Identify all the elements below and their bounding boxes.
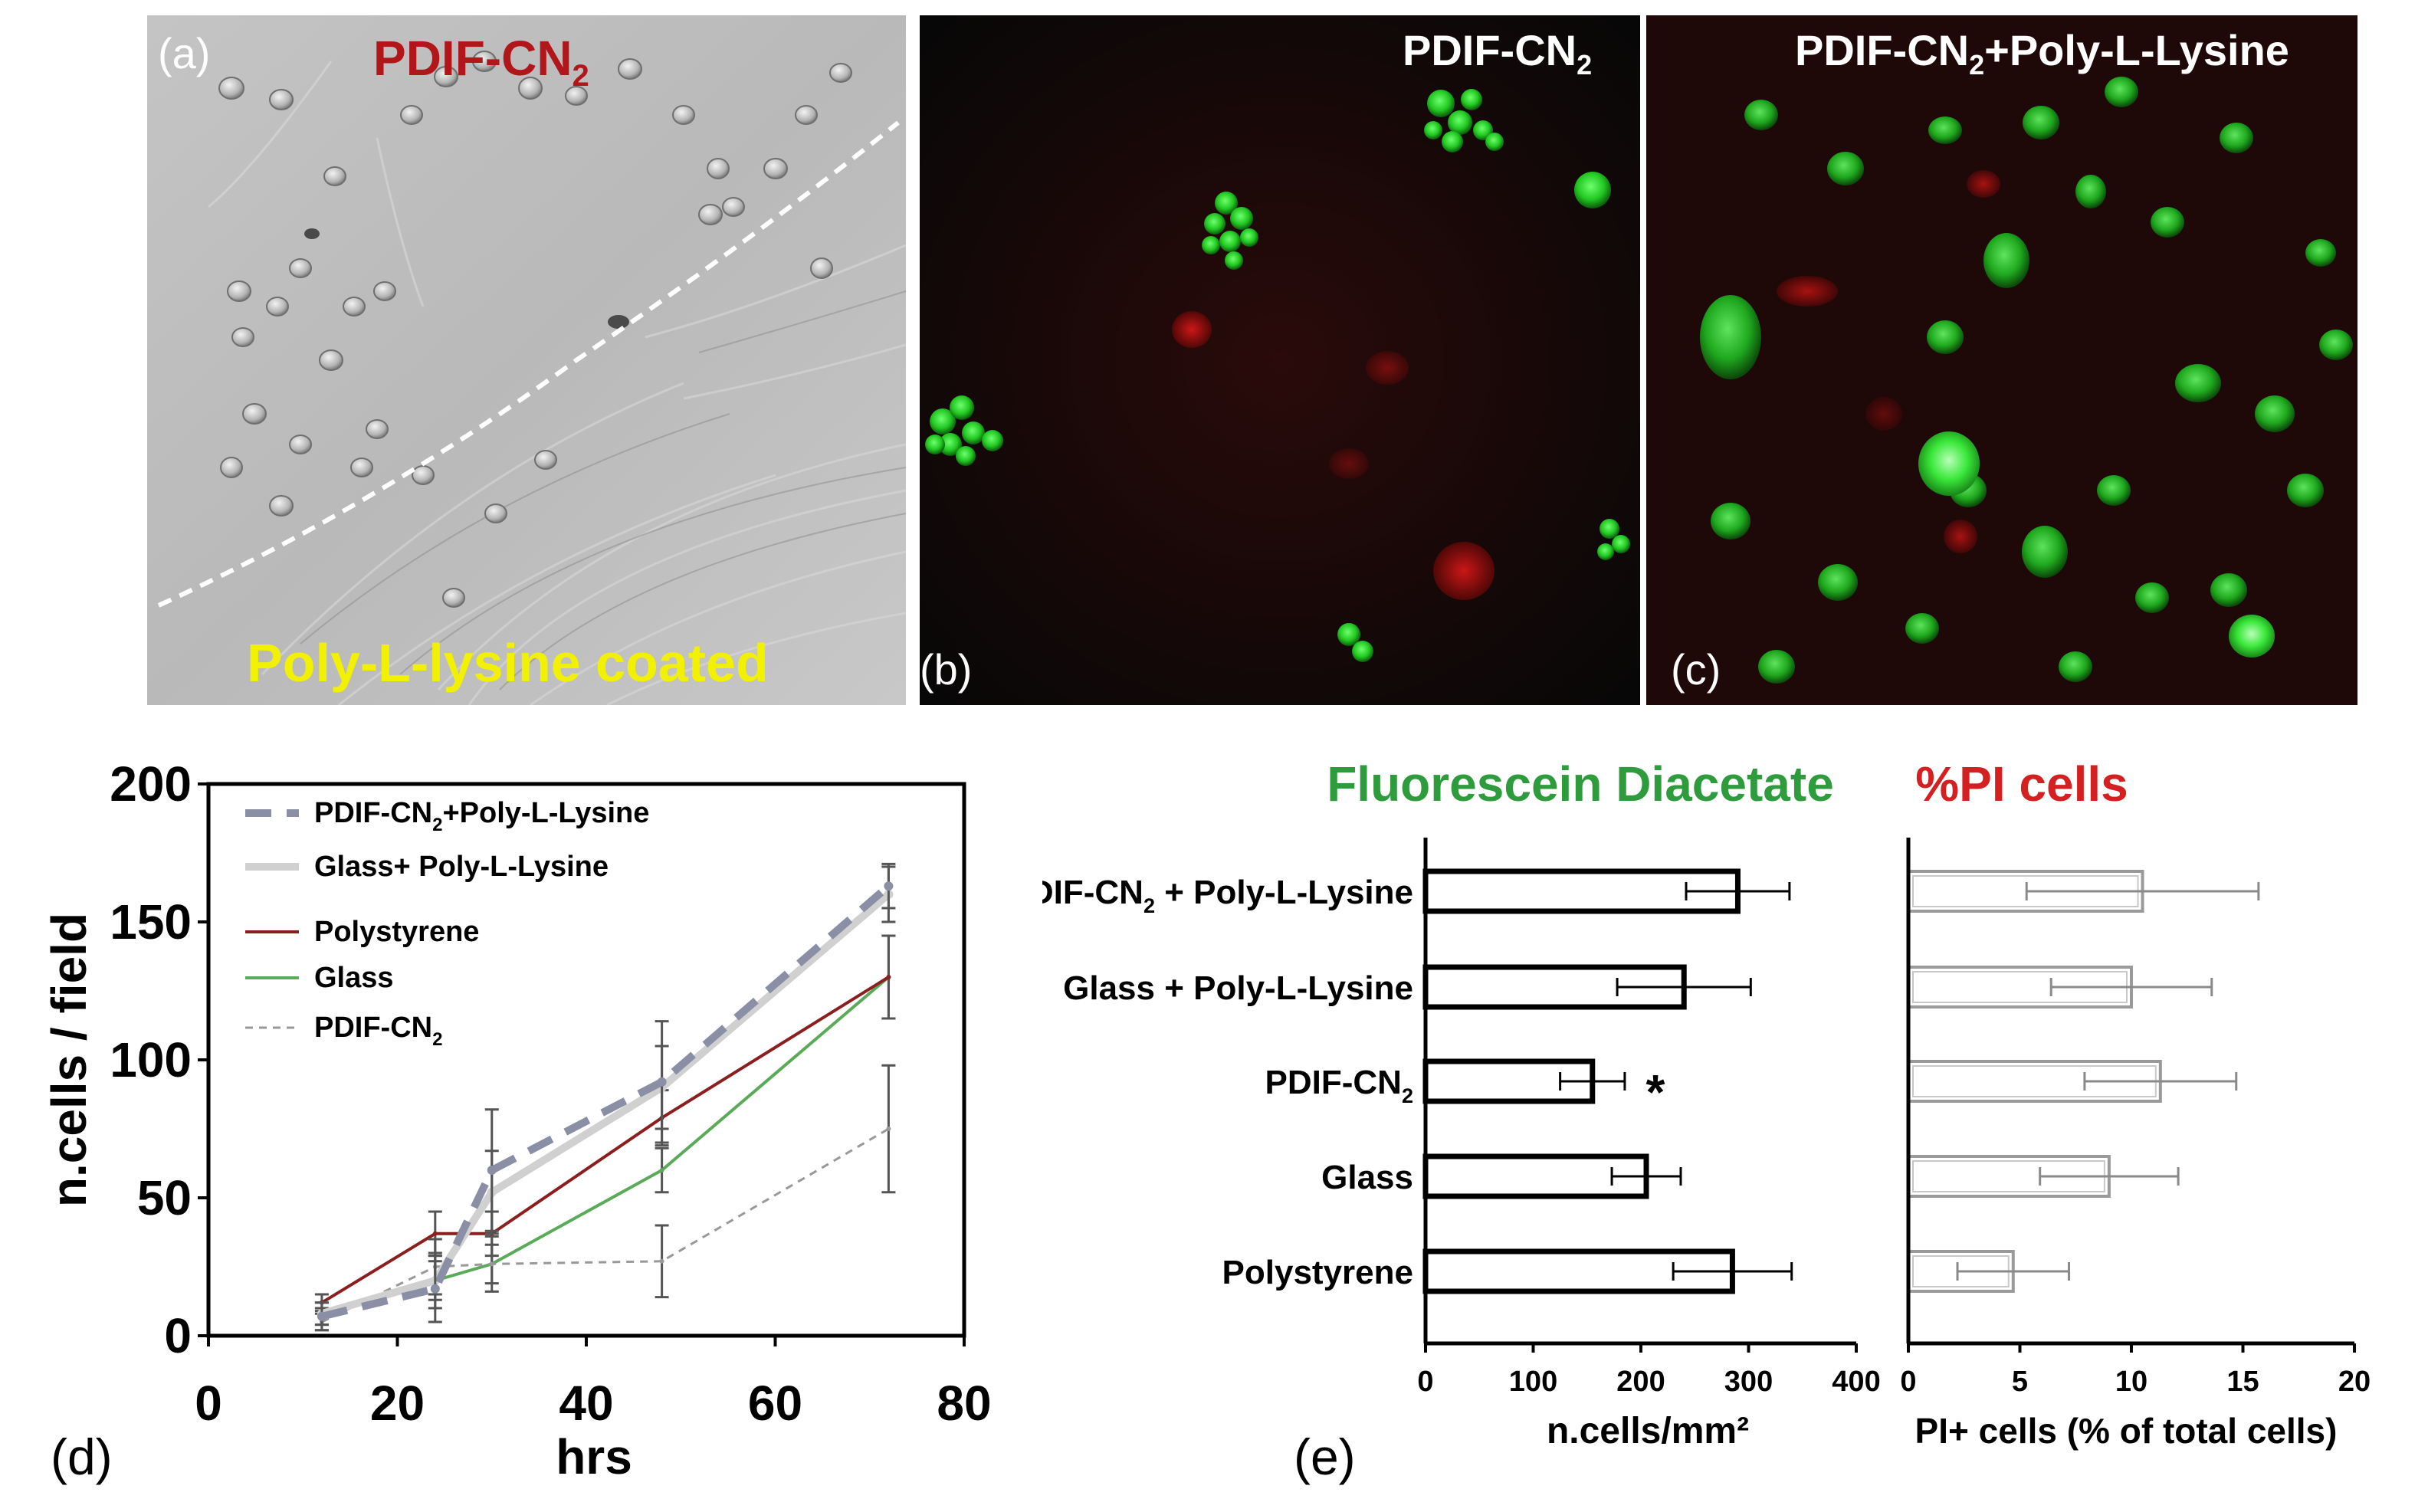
x-tick-label: 200 [1616, 1366, 1665, 1398]
panel-b-title-text: PDIF-CN [1403, 26, 1577, 74]
panel-c-title-text-pre: PDIF-CN [1795, 26, 1970, 74]
panel-e-letter: (e) [1294, 1428, 1356, 1485]
growth-line-chart: 0 20 40 60 80 0 50 100 150 200 hrs n.cells / field P… [41, 756, 992, 1484]
significance-marker: * [1645, 1064, 1665, 1120]
fluorescence-image-c [1646, 15, 2357, 705]
data-point [430, 1284, 440, 1294]
y-tick-label: 100 [110, 1032, 192, 1087]
x-tick-label: 15 [2226, 1366, 2259, 1398]
panel-a-bottom-label: Poly-L-lysine coated [247, 633, 769, 693]
panel-b-title-subscript: 2 [1577, 49, 1593, 81]
x-axis-label-pi: PI+ cells (% of total cells) [1915, 1411, 2338, 1451]
chart-title-pi: %PI cells [1915, 756, 2128, 812]
panel-c-title: PDIF-CN2+Poly-L-Lysine [1795, 29, 2289, 79]
x-tick-label: 0 [1900, 1366, 1916, 1398]
y-tick-label: 50 [137, 1170, 192, 1225]
panel-a-micrograph: (a) PDIF-CN2 Poly-L-lysine coated [147, 15, 906, 705]
legend-label: PDIF-CN2+Poly-L-Lysine [314, 797, 649, 835]
x-tick-label: 300 [1724, 1366, 1773, 1398]
series-line [320, 883, 891, 1320]
legend-label: Glass+ Poly-L-Lysine [314, 851, 609, 883]
panel-d-letter: (d) [51, 1428, 113, 1485]
data-point [489, 1261, 494, 1267]
legend-label: Glass [314, 962, 394, 994]
panel-c-title-subscript: 2 [1969, 49, 1985, 81]
x-tick-label: 10 [2115, 1366, 2147, 1398]
x-tick-label: 60 [748, 1376, 802, 1431]
x-tick-label: 400 [1832, 1366, 1880, 1398]
category-label: Polystyrene [1222, 1254, 1413, 1291]
x-tick-label: 5 [2012, 1366, 2028, 1398]
panel-a-top-label-subscript: 2 [572, 58, 589, 93]
data-point [317, 1311, 326, 1321]
legend-label: Polystyrene [314, 916, 479, 948]
data-point [657, 1077, 667, 1087]
panel-c-fluorescence: PDIF-CN2+Poly-L-Lysine (c) [1646, 15, 2357, 705]
x-tick-label: 20 [370, 1376, 425, 1431]
data-point [432, 1231, 438, 1236]
x-tick-label: 0 [1417, 1366, 1433, 1398]
y-tick-label: 0 [164, 1308, 192, 1363]
x-tick-label: 100 [1509, 1366, 1557, 1398]
x-tick-label: 20 [2338, 1366, 2371, 1398]
panel-a-top-label-text: PDIF-CN [373, 31, 573, 86]
x-tick-label: 80 [937, 1376, 991, 1431]
data-point [884, 881, 894, 891]
panel-b-title: PDIF-CN2 [1403, 29, 1592, 79]
panel-c-letter: (c) [1671, 645, 1721, 694]
bar-charts-panel-e: Fluorescein Diacetate PDIF-CN2 + Poly-L-L… [1042, 756, 2371, 1451]
data-point [487, 1166, 497, 1175]
panel-c-title-text-post: +Poly-L-Lysine [1984, 26, 2289, 74]
x-tick-label: 40 [559, 1376, 613, 1431]
x-axis-label-fluorescein: n.cells/mm² [1547, 1411, 1749, 1451]
data-point [886, 1127, 891, 1131]
data-point [659, 1258, 664, 1264]
panel-a-top-label: PDIF-CN2 [373, 34, 589, 91]
chart-title-fluorescein: Fluorescein Diacetate [1327, 756, 1834, 812]
category-label: Glass + Poly-L-Lysine [1063, 969, 1413, 1007]
y-tick-label: 200 [110, 756, 192, 812]
bar [1907, 1155, 2111, 1198]
phase-contrast-image [147, 15, 906, 705]
y-axis-label: n.cells / field [41, 913, 97, 1207]
bar [1422, 1153, 1649, 1199]
x-tick-label: 0 [195, 1376, 222, 1431]
category-label: Glass [1321, 1159, 1413, 1196]
data-point [659, 1168, 664, 1173]
x-axis-label: hrs [556, 1429, 632, 1484]
category-label: PDIF-CN2 [1265, 1064, 1413, 1107]
panel-b-fluorescence: PDIF-CN2 (b) [920, 15, 1640, 705]
data-point [886, 975, 891, 979]
category-label: PDIF-CN2 + Poly-L-Lysine [1042, 874, 1413, 917]
y-tick-label: 150 [110, 894, 192, 950]
panel-b-letter: (b) [920, 645, 973, 694]
panel-a-letter: (a) [158, 29, 211, 77]
legend-label: PDIF-CN2 [314, 1012, 442, 1050]
fluorescence-image-b [920, 15, 1640, 705]
